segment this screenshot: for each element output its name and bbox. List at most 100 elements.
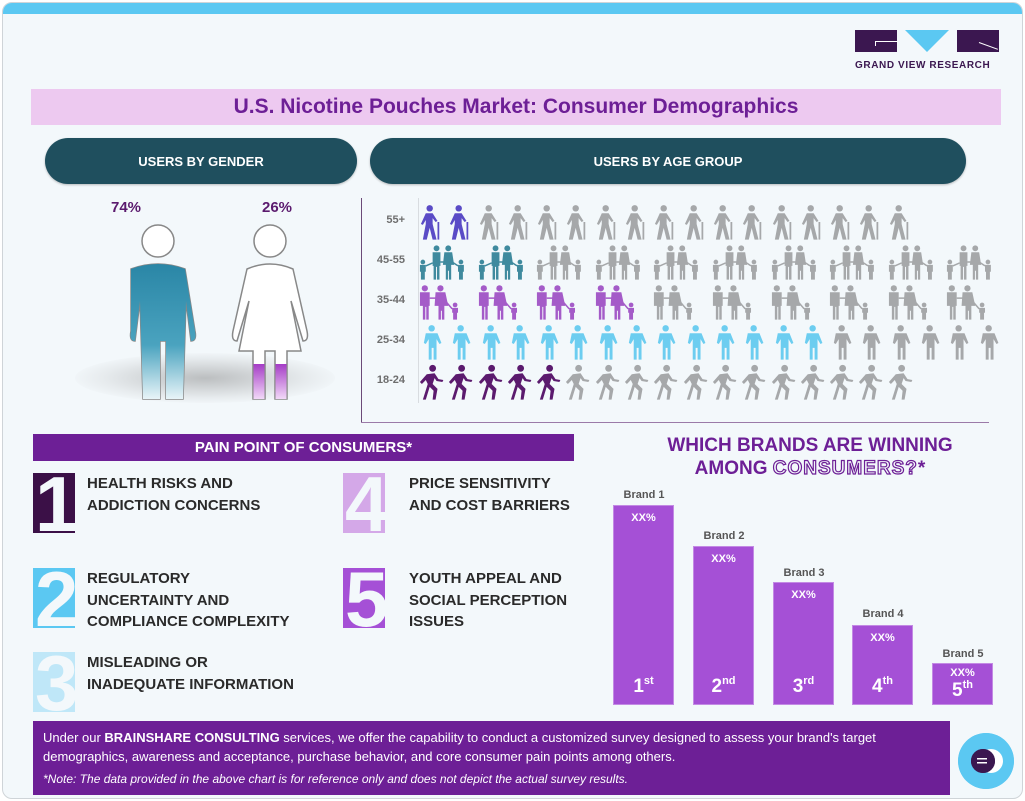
brand-label: Brand 3: [783, 567, 825, 579]
icon-strip: [417, 280, 1003, 320]
elderly-with-cane-icon: [856, 204, 885, 240]
parents-with-child-icon: [534, 284, 593, 320]
brand-label: Brand 5: [942, 648, 984, 660]
female-percentage: 26%: [262, 199, 293, 216]
couple-icon: [563, 324, 592, 360]
elderly-with-cane-icon: [651, 204, 680, 240]
brainshare-logo-icon: [958, 733, 1014, 789]
parents-with-child-icon: [476, 284, 535, 320]
parents-with-child-icon: [710, 284, 769, 320]
pain-point-text: MISLEADING OR INADEQUATE INFORMATION: [87, 654, 294, 693]
pain-point-5: 5 YOUTH APPEAL AND SOCIAL PERCEPTION ISSUE…: [343, 568, 567, 633]
running-person-icon: [739, 364, 768, 400]
age-row-45-55: 45-55: [368, 240, 1003, 280]
couple-icon: [446, 324, 475, 360]
parents-with-child-icon: [827, 284, 886, 320]
couple-icon: [739, 324, 768, 360]
age-row-35-44: 35-44: [368, 280, 1003, 320]
icon-strip: [417, 360, 915, 400]
couple-icon: [974, 324, 1003, 360]
brand-label: Brand 2: [703, 530, 745, 542]
figure-shadow: [75, 353, 335, 403]
elderly-with-cane-icon: [739, 204, 768, 240]
brand-bar-1: XX% 1st: [613, 505, 674, 705]
parents-with-child-icon: [886, 284, 945, 320]
brand-bar-4: XX% 4th: [852, 625, 913, 705]
brand-label: Brand 4: [862, 608, 904, 620]
age-label: 35-44: [376, 294, 405, 306]
family-icon: [710, 244, 769, 280]
family-icon: [476, 244, 535, 280]
brand-bar-5: XX% 5th: [932, 663, 993, 705]
family-icon: [593, 244, 652, 280]
running-person-icon: [505, 364, 534, 400]
users-by-age-header: USERS BY AGE GROUP: [370, 138, 966, 184]
elderly-with-cane-icon: [446, 204, 475, 240]
running-person-icon: [446, 364, 475, 400]
age-axis-line: [418, 198, 419, 403]
parents-with-child-icon: [769, 284, 828, 320]
age-label: 55+: [386, 214, 405, 226]
elderly-with-cane-icon: [710, 204, 739, 240]
number-1-icon: 1: [33, 473, 75, 533]
elderly-with-cane-icon: [593, 204, 622, 240]
family-icon: [827, 244, 886, 280]
couple-icon: [651, 324, 680, 360]
number-4-icon: 4: [343, 473, 385, 533]
brainshare-footer: Under our BRAINSHARE CONSULTING services…: [33, 721, 950, 795]
family-icon: [944, 244, 1003, 280]
elderly-with-cane-icon: [534, 204, 563, 240]
icon-strip: [417, 320, 1003, 360]
pain-point-text: PRICE SENSITIVITY AND COST BARRIERS: [409, 475, 570, 514]
title-banner: U.S. Nicotine Pouches Market: Consumer D…: [31, 89, 1001, 125]
number-5-icon: 5: [343, 568, 385, 628]
pain-point-1: 1 HEALTH RISKS AND ADDICTION CONCERNS: [33, 473, 260, 533]
running-person-icon: [827, 364, 856, 400]
male-percentage: 74%: [111, 199, 142, 216]
running-person-icon: [681, 364, 710, 400]
running-person-icon: [534, 364, 563, 400]
couple-icon: [417, 324, 446, 360]
elderly-with-cane-icon: [681, 204, 710, 240]
footer-note: *Note: The data provided in the above ch…: [43, 772, 629, 786]
couple-icon: [476, 324, 505, 360]
running-person-icon: [886, 364, 915, 400]
pain-point-3: 3 MISLEADING OR INADEQUATE INFORMATION: [33, 652, 294, 712]
age-label: 45-55: [376, 254, 405, 266]
couple-icon: [505, 324, 534, 360]
age-label: 25-34: [376, 334, 405, 346]
parents-with-child-icon: [944, 284, 1003, 320]
brand-name: GRAND VIEW RESEARCH: [855, 60, 991, 71]
couple-icon: [856, 324, 885, 360]
couple-icon: [769, 324, 798, 360]
couple-icon: [915, 324, 944, 360]
brands-title: WHICH BRANDS ARE WINNING AMONG CONSUMERS…: [667, 435, 953, 480]
running-person-icon: [563, 364, 592, 400]
running-person-icon: [710, 364, 739, 400]
pain-points-header: PAIN POINT OF CONSUMERS*: [33, 434, 574, 461]
age-row-18-24: 18-24: [368, 360, 915, 400]
elderly-with-cane-icon: [886, 204, 915, 240]
parents-with-child-icon: [651, 284, 710, 320]
couple-icon: [622, 324, 651, 360]
brand-bar-3: XX% 3rd: [773, 582, 834, 705]
users-by-gender-header: USERS BY GENDER: [45, 138, 357, 184]
elderly-with-cane-icon: [769, 204, 798, 240]
gvr-logo-icon: [855, 30, 1000, 52]
running-person-icon: [651, 364, 680, 400]
section-divider-vertical: [361, 198, 362, 423]
couple-icon: [710, 324, 739, 360]
female-figure-icon: [231, 224, 309, 400]
page-title: U.S. Nicotine Pouches Market: Consumer D…: [233, 95, 799, 118]
age-row-55+: 55+: [368, 200, 915, 240]
footer-description: Under our BRAINSHARE CONSULTING services…: [43, 730, 876, 764]
pain-point-text: REGULATORY UNCERTAINTY AND COMPLIANCE COMP…: [87, 570, 290, 630]
elderly-with-cane-icon: [622, 204, 651, 240]
couple-icon: [681, 324, 710, 360]
family-icon: [886, 244, 945, 280]
family-icon: [417, 244, 476, 280]
couple-icon: [944, 324, 973, 360]
brand-bar-2: XX% 2nd: [693, 546, 754, 705]
parents-with-child-icon: [417, 284, 476, 320]
